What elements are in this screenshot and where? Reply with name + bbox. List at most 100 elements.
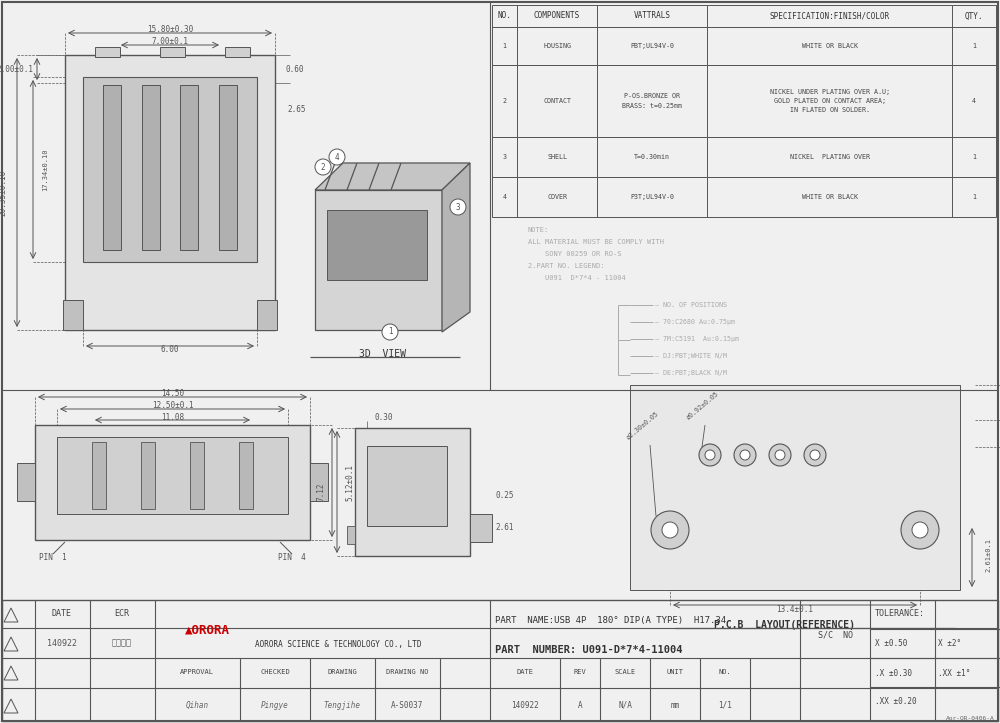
Text: PART  NUMBER: U091-D*7*4-11004: PART NUMBER: U091-D*7*4-11004 — [495, 645, 682, 655]
Bar — [65, 55, 275, 330]
Bar — [327, 210, 427, 280]
Text: — DE:PBT;BLACK N/M: — DE:PBT;BLACK N/M — [655, 370, 727, 376]
Bar — [57, 437, 288, 514]
Text: 1: 1 — [972, 43, 976, 49]
Text: PIN  4: PIN 4 — [278, 554, 306, 562]
Text: 6.00: 6.00 — [161, 346, 179, 354]
Text: A: A — [578, 701, 582, 709]
Bar — [492, 137, 996, 177]
Bar — [257, 300, 277, 330]
Text: .XX ±0.20: .XX ±0.20 — [875, 698, 917, 706]
Text: 1: 1 — [972, 194, 976, 200]
Circle shape — [804, 444, 826, 466]
Text: CHECKED: CHECKED — [260, 669, 290, 675]
Text: — 7M:C5191  Au:0.15μm: — 7M:C5191 Au:0.15μm — [655, 336, 739, 342]
Text: DRAWING: DRAWING — [327, 669, 357, 675]
Text: BRASS: t=0.25mm: BRASS: t=0.25mm — [622, 103, 682, 108]
Text: UNIT: UNIT — [666, 669, 684, 675]
Text: 首批发行: 首批发行 — [112, 638, 132, 648]
Bar — [17, 463, 35, 501]
Text: NICKEL UNDER PLATING OVER A.U;: NICKEL UNDER PLATING OVER A.U; — [770, 89, 890, 95]
Text: 0.30: 0.30 — [374, 414, 393, 422]
Bar — [83, 77, 257, 262]
Text: AORORA SCIENCE & TECHNOLOGY CO., LTD: AORORA SCIENCE & TECHNOLOGY CO., LTD — [255, 641, 422, 649]
Circle shape — [450, 199, 466, 215]
Text: 0.60: 0.60 — [286, 64, 304, 74]
Text: ø0.92±0.05: ø0.92±0.05 — [685, 390, 719, 420]
Bar — [92, 442, 106, 509]
Text: P3T;UL94V-0: P3T;UL94V-0 — [630, 194, 674, 200]
Text: 1: 1 — [972, 154, 976, 160]
Text: Qihan: Qihan — [185, 701, 209, 709]
Text: 3: 3 — [503, 154, 507, 160]
Text: 3D  VIEW: 3D VIEW — [359, 349, 406, 359]
Bar — [141, 442, 155, 509]
Bar — [492, 5, 996, 27]
Text: WHITE OR BLACK: WHITE OR BLACK — [802, 194, 858, 200]
Text: DRAWING NO: DRAWING NO — [386, 669, 428, 675]
Bar — [160, 47, 185, 57]
Text: P.C.B  LAYOUT(REFERENCE): P.C.B LAYOUT(REFERENCE) — [714, 620, 856, 630]
Text: 2.00±0.1: 2.00±0.1 — [0, 64, 34, 74]
Text: ECR: ECR — [114, 609, 130, 618]
Circle shape — [912, 522, 928, 538]
Text: NO.: NO. — [498, 12, 511, 20]
Text: 7.00±0.1: 7.00±0.1 — [152, 38, 188, 46]
Circle shape — [382, 324, 398, 340]
Polygon shape — [315, 163, 470, 190]
Text: Pingye: Pingye — [261, 701, 289, 709]
Text: PART  NAME:USB 4P  180° DIP(A TYPE)  H17.34: PART NAME:USB 4P 180° DIP(A TYPE) H17.34 — [495, 615, 726, 625]
Text: U091  D*7*4 - 11004: U091 D*7*4 - 11004 — [528, 275, 626, 281]
Text: 2.65: 2.65 — [288, 106, 306, 114]
Text: 7.12: 7.12 — [316, 483, 326, 501]
Text: CONTACT: CONTACT — [543, 98, 571, 104]
Text: SHELL: SHELL — [547, 154, 567, 160]
Bar — [103, 85, 121, 250]
Text: NO.: NO. — [719, 669, 731, 675]
Bar — [225, 47, 250, 57]
Text: 2: 2 — [321, 163, 325, 171]
Text: T=0.30min: T=0.30min — [634, 154, 670, 160]
Text: ø2.30±0.05: ø2.30±0.05 — [625, 410, 659, 440]
Text: 2.61: 2.61 — [496, 523, 514, 533]
Text: DATE: DATE — [516, 669, 534, 675]
Text: — DJ:PBT;WHITE N/M: — DJ:PBT;WHITE N/M — [655, 353, 727, 359]
Text: PBT;UL94V-0: PBT;UL94V-0 — [630, 43, 674, 49]
Circle shape — [810, 450, 820, 460]
Text: 5.12±0.1: 5.12±0.1 — [346, 464, 354, 501]
Text: VATTRALS: VATTRALS — [634, 12, 670, 20]
Text: P-OS.BRONZE OR: P-OS.BRONZE OR — [624, 93, 680, 100]
Bar — [347, 526, 355, 544]
Text: SPECIFICATION:FINISH/COLOR: SPECIFICATION:FINISH/COLOR — [769, 12, 890, 20]
Bar — [2, 600, 998, 721]
Text: 11.08: 11.08 — [161, 413, 184, 422]
Circle shape — [329, 149, 345, 165]
Text: 140922: 140922 — [47, 638, 77, 648]
Bar — [239, 442, 253, 509]
Text: 4: 4 — [503, 194, 507, 200]
Text: .XX ±1°: .XX ±1° — [938, 669, 970, 677]
Text: 3: 3 — [456, 202, 460, 212]
Text: N/A: N/A — [618, 701, 632, 709]
Circle shape — [651, 511, 689, 549]
Circle shape — [769, 444, 791, 466]
Bar — [470, 514, 492, 542]
Text: ▲ORORA: ▲ORORA — [185, 623, 230, 636]
Bar — [95, 47, 120, 57]
Text: .X ±0.30: .X ±0.30 — [875, 669, 912, 677]
Text: SCALE: SCALE — [614, 669, 636, 675]
Text: TOLERANCE:: TOLERANCE: — [875, 609, 925, 618]
Text: QTY.: QTY. — [965, 12, 983, 20]
Circle shape — [699, 444, 721, 466]
Bar — [492, 177, 996, 217]
Text: REV: REV — [574, 669, 586, 675]
Circle shape — [901, 511, 939, 549]
Bar — [630, 385, 960, 590]
Text: 15.80±0.30: 15.80±0.30 — [147, 25, 193, 35]
Text: DATE: DATE — [52, 609, 72, 618]
Text: COMPONENTS: COMPONENTS — [534, 12, 580, 20]
Text: NOTE:: NOTE: — [528, 227, 549, 233]
Bar — [355, 428, 470, 556]
Circle shape — [662, 522, 678, 538]
Text: X ±0.50: X ±0.50 — [875, 640, 907, 649]
